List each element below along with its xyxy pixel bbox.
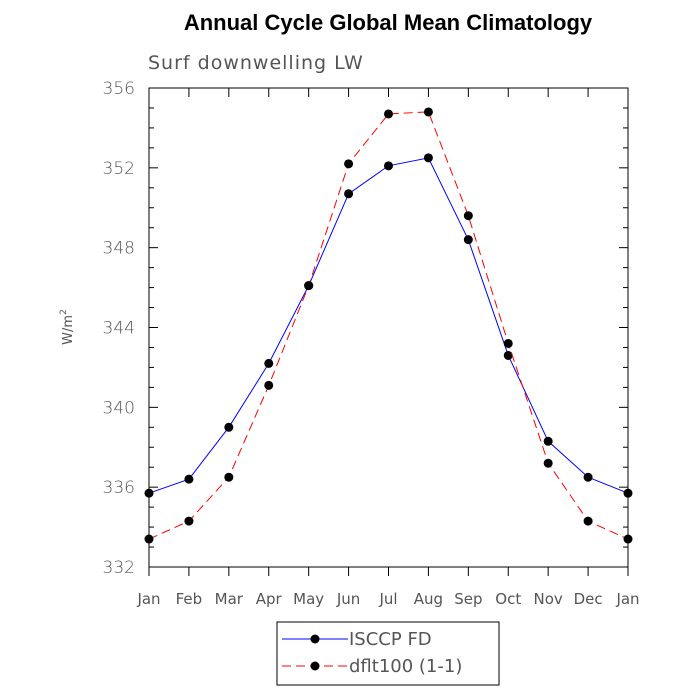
series-0-point bbox=[184, 474, 194, 484]
y-axis: 332 336 340 344 348 352 356 bbox=[103, 79, 628, 578]
series-1-point bbox=[623, 534, 633, 544]
legend: ISCCP FD dflt100 (1-1) bbox=[276, 621, 500, 686]
x-axis: Jan Feb Mar Apr May Jun Jul Aug Sep Oct Nov Dec Jan bbox=[136, 88, 640, 608]
series-0-point bbox=[423, 153, 433, 163]
y-tick-label: 348 bbox=[103, 239, 135, 259]
y-tick-label: 344 bbox=[103, 319, 135, 339]
series-0-point bbox=[144, 488, 154, 498]
legend-marker-isccp bbox=[310, 634, 320, 644]
y-axis-label-superscript: 2 bbox=[59, 309, 69, 315]
x-tick-label: Dec bbox=[574, 590, 603, 608]
series-line-0 bbox=[148, 157, 629, 494]
series-0-point bbox=[463, 235, 473, 245]
series-0-point bbox=[623, 488, 633, 498]
series-1-point bbox=[463, 211, 473, 221]
legend-label-dflt100: dflt100 (1-1) bbox=[349, 656, 462, 677]
series-0-point bbox=[344, 189, 354, 199]
y-tick-label: 352 bbox=[103, 159, 135, 179]
x-tick-label: Jan bbox=[136, 590, 160, 608]
y-axis-label: W/m2 bbox=[59, 309, 76, 345]
y-tick-label: 336 bbox=[103, 478, 135, 498]
x-tick-label: Feb bbox=[176, 590, 203, 608]
y-tick-label: 332 bbox=[103, 558, 135, 578]
series-1-point bbox=[503, 338, 513, 348]
legend-box bbox=[276, 621, 500, 686]
series-0-point bbox=[543, 436, 553, 446]
series-1-point bbox=[384, 109, 393, 119]
series-1-point bbox=[224, 472, 234, 482]
x-tick-label: Jan bbox=[615, 590, 639, 608]
series-1-point bbox=[344, 159, 354, 169]
series-1-point bbox=[144, 534, 154, 544]
series-1-point bbox=[423, 107, 433, 117]
series-layer bbox=[144, 107, 633, 544]
series-1-point bbox=[184, 516, 194, 526]
chart-title: Annual Cycle Global Mean Climatology bbox=[184, 10, 593, 35]
plot-frame bbox=[148, 87, 629, 568]
series-1-point bbox=[304, 281, 314, 291]
x-tick-label: Jul bbox=[378, 590, 397, 608]
x-tick-label: Sep bbox=[454, 590, 482, 608]
series-1-point bbox=[583, 516, 593, 526]
legend-label-isccp: ISCCP FD bbox=[349, 629, 432, 650]
series-0-point bbox=[224, 422, 234, 432]
x-tick-label: Mar bbox=[215, 590, 244, 608]
y-axis-label-text: W/m bbox=[61, 315, 76, 345]
series-0-point bbox=[583, 472, 593, 482]
x-tick-label: May bbox=[293, 590, 324, 608]
series-0-point bbox=[384, 161, 393, 171]
x-tick-label: Apr bbox=[256, 590, 283, 608]
series-0-point bbox=[264, 358, 274, 368]
y-tick-label: 356 bbox=[103, 79, 135, 99]
legend-marker-dflt100 bbox=[310, 661, 320, 671]
x-tick-label: Oct bbox=[495, 590, 521, 608]
series-line-1 bbox=[148, 111, 629, 540]
series-1-point bbox=[264, 380, 274, 390]
series-0-point bbox=[503, 350, 513, 360]
chart-subtitle: Surf downwelling LW bbox=[148, 52, 364, 74]
x-tick-label: Jun bbox=[336, 590, 360, 608]
x-tick-label: Aug bbox=[414, 590, 443, 608]
series-1-point bbox=[543, 458, 553, 468]
x-tick-label: Nov bbox=[534, 590, 563, 608]
y-tick-label: 340 bbox=[103, 398, 135, 418]
